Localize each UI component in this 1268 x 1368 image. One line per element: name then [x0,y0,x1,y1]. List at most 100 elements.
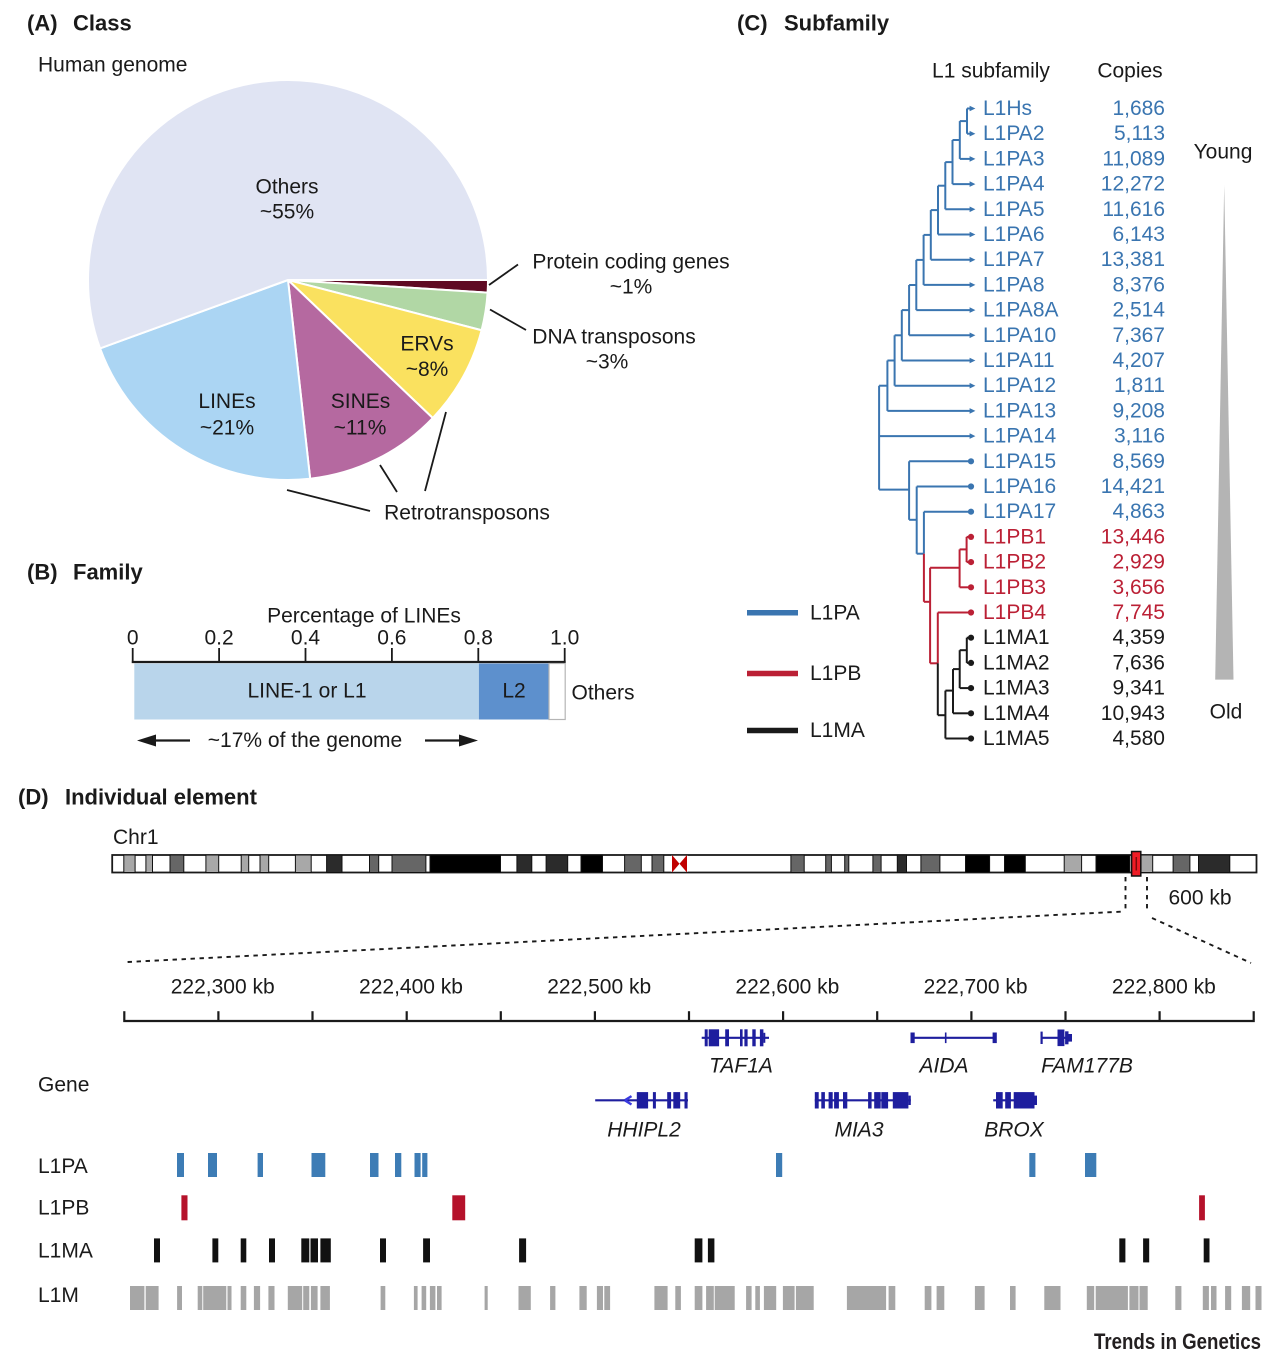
svg-text:222,700 kb: 222,700 kb [924,976,1028,999]
svg-text:12,272: 12,272 [1101,173,1165,196]
svg-text:0: 0 [127,627,139,650]
svg-text:1,686: 1,686 [1112,97,1165,120]
svg-text:SINEs: SINEs [331,390,391,413]
svg-text:FAM177B: FAM177B [1041,1055,1133,1078]
svg-text:L1MA4: L1MA4 [983,702,1050,725]
svg-text:L1MA: L1MA [810,719,865,742]
svg-text:L1PB4: L1PB4 [983,601,1046,624]
svg-text:~55%: ~55% [260,201,314,224]
svg-text:L1M: L1M [38,1284,79,1307]
svg-text:0.8: 0.8 [464,627,493,650]
svg-text:3,656: 3,656 [1112,576,1165,599]
svg-text:13,446: 13,446 [1101,525,1165,548]
svg-text:L1PA10: L1PA10 [983,324,1056,347]
svg-text:0.4: 0.4 [291,627,321,650]
svg-text:Trends in Genetics: Trends in Genetics [1094,1329,1261,1354]
svg-text:L1MA2: L1MA2 [983,651,1050,674]
svg-text:13,381: 13,381 [1101,248,1165,271]
svg-text:~3%: ~3% [586,351,629,374]
svg-text:L1PA3: L1PA3 [983,147,1045,170]
svg-text:L1PA6: L1PA6 [983,223,1045,246]
svg-text:L1PA14: L1PA14 [983,425,1056,448]
svg-text:1,811: 1,811 [1114,374,1165,397]
svg-text:14,421: 14,421 [1101,475,1165,498]
svg-text:L1PA17: L1PA17 [983,500,1056,523]
svg-text:4,863: 4,863 [1112,500,1165,523]
svg-text:L1MA: L1MA [38,1240,93,1263]
svg-text:Individual element: Individual element [65,785,258,810]
svg-text:2,514: 2,514 [1112,299,1165,322]
svg-text:L1PB1: L1PB1 [983,525,1046,548]
svg-text:L1PA8: L1PA8 [983,273,1045,296]
svg-text:4,359: 4,359 [1112,626,1165,649]
svg-text:~21%: ~21% [200,417,254,440]
svg-text:L1PA13: L1PA13 [983,399,1056,422]
svg-text:L1PB2: L1PB2 [983,551,1046,574]
svg-text:7,636: 7,636 [1112,651,1165,674]
svg-text:~8%: ~8% [406,358,449,381]
svg-text:L1MA1: L1MA1 [983,626,1050,649]
svg-text:11,089: 11,089 [1102,147,1165,170]
svg-text:L1PA: L1PA [38,1155,88,1178]
svg-text:8,569: 8,569 [1112,450,1165,473]
svg-text:9,341: 9,341 [1112,677,1165,700]
svg-text:L1MA3: L1MA3 [983,677,1050,700]
svg-text:L1PB3: L1PB3 [983,576,1046,599]
svg-text:(C): (C) [737,11,768,36]
svg-text:5,113: 5,113 [1114,122,1165,145]
svg-text:Copies: Copies [1097,60,1162,83]
svg-text:Percentage of LINEs: Percentage of LINEs [267,605,461,628]
svg-text:TAF1A: TAF1A [709,1055,773,1078]
svg-text:222,600 kb: 222,600 kb [735,976,839,999]
svg-text:L1PA5: L1PA5 [983,198,1045,221]
svg-text:LINE-1 or L1: LINE-1 or L1 [247,680,366,703]
svg-text:LINEs: LINEs [198,390,255,413]
svg-text:8,376: 8,376 [1112,273,1165,296]
svg-text:0.2: 0.2 [204,627,233,650]
svg-text:(D): (D) [18,785,49,810]
svg-text:L1 subfamily: L1 subfamily [932,60,1050,83]
svg-text:L1MA5: L1MA5 [983,727,1050,750]
svg-text:HHIPL2: HHIPL2 [607,1119,681,1142]
svg-text:Human genome: Human genome [38,54,187,77]
svg-text:222,300 kb: 222,300 kb [171,976,275,999]
svg-text:1.0: 1.0 [550,627,579,650]
svg-text:Others: Others [255,176,318,199]
svg-text:7,745: 7,745 [1112,601,1165,624]
svg-text:L1PA16: L1PA16 [983,475,1056,498]
svg-text:9,208: 9,208 [1112,399,1165,422]
svg-text:~17% of the genome: ~17% of the genome [208,729,402,752]
svg-text:L1PA8A: L1PA8A [983,299,1059,322]
svg-text:~1%: ~1% [610,276,653,299]
svg-text:AIDA: AIDA [917,1055,968,1078]
svg-text:L1PA2: L1PA2 [983,122,1045,145]
svg-text:2,929: 2,929 [1112,551,1165,574]
svg-text:Class: Class [73,11,132,36]
svg-text:0.6: 0.6 [377,627,406,650]
svg-text:L1PB: L1PB [38,1197,89,1220]
svg-text:222,400 kb: 222,400 kb [359,976,463,999]
svg-text:ERVs: ERVs [400,333,453,356]
svg-text:L1PA: L1PA [810,601,860,624]
svg-text:7,367: 7,367 [1112,324,1165,347]
svg-text:600 kb: 600 kb [1168,887,1231,910]
svg-text:222,500 kb: 222,500 kb [547,976,651,999]
svg-text:BROX: BROX [984,1119,1045,1142]
svg-text:4,580: 4,580 [1112,727,1165,750]
svg-text:MIA3: MIA3 [834,1119,883,1142]
svg-text:L1PA7: L1PA7 [983,248,1045,271]
svg-text:L2: L2 [502,680,525,703]
svg-text:L1PA15: L1PA15 [983,450,1056,473]
svg-text:3,116: 3,116 [1114,425,1165,448]
svg-text:L1Hs: L1Hs [983,97,1032,120]
svg-text:Chr1: Chr1 [113,826,159,849]
svg-text:(A): (A) [27,11,58,36]
svg-text:11,616: 11,616 [1102,198,1165,221]
svg-text:L1PA12: L1PA12 [983,374,1056,397]
svg-text:Family: Family [73,560,143,585]
svg-text:DNA transposons: DNA transposons [532,326,695,349]
svg-text:L1PB: L1PB [810,662,861,685]
svg-text:(B): (B) [27,560,58,585]
svg-text:L1PA4: L1PA4 [983,173,1045,196]
svg-text:Subfamily: Subfamily [784,11,890,36]
